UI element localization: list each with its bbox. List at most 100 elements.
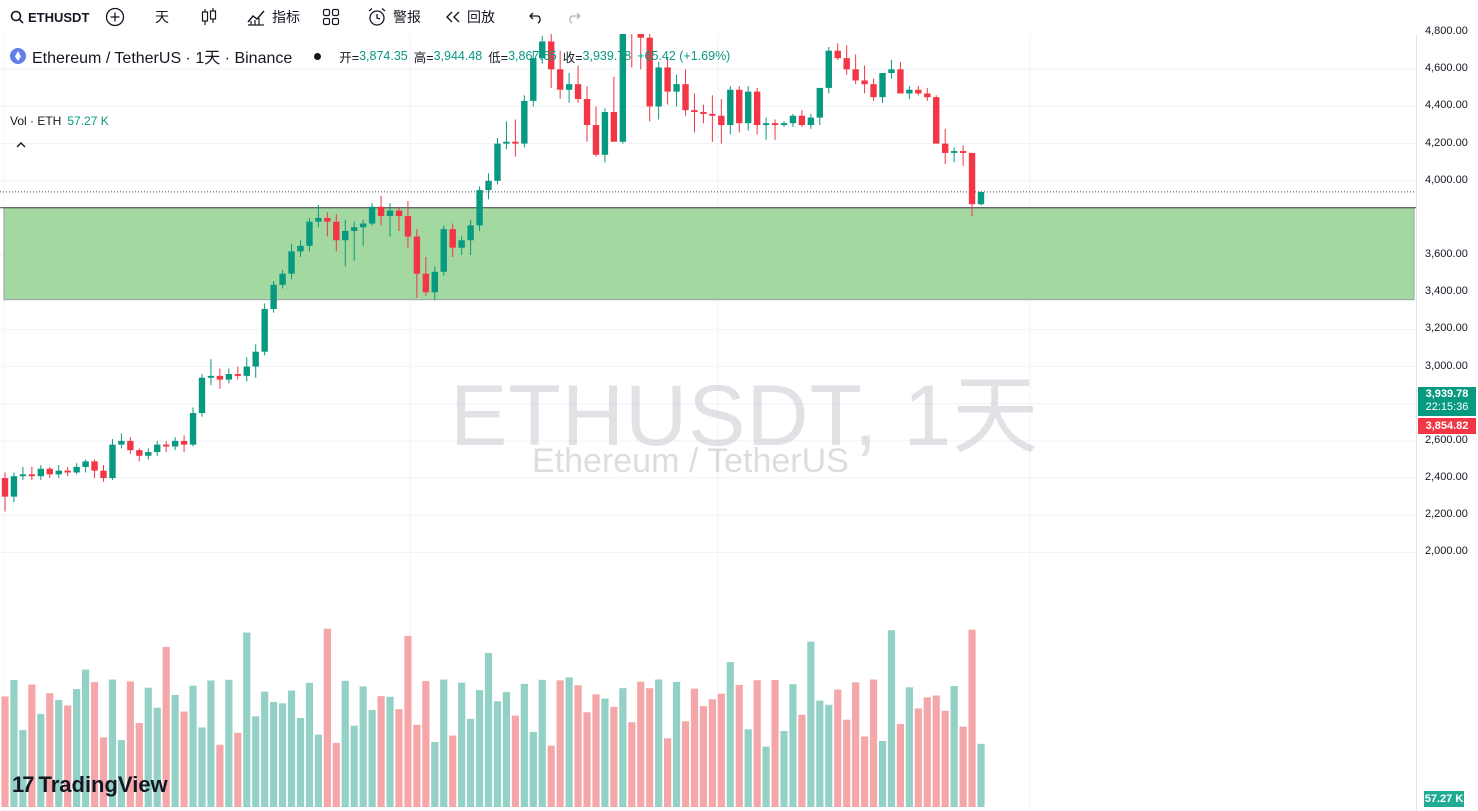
volume-bar	[655, 679, 663, 807]
candle-body	[476, 190, 483, 226]
price-axis[interactable]: 5,800.005,600.005,400.005,200.005,000.00…	[1416, 25, 1478, 811]
interval-label: 天	[155, 9, 169, 25]
candle-body	[154, 444, 161, 453]
candle-body	[10, 476, 18, 497]
volume-bar	[538, 679, 546, 807]
layout-icon	[322, 8, 340, 26]
price-tick-label: 2,200.00	[1425, 508, 1468, 521]
alarm-icon	[367, 7, 387, 27]
volume-bar	[923, 697, 931, 807]
volume-bar	[950, 686, 958, 807]
candle-body	[171, 440, 179, 447]
candle-body	[342, 230, 349, 241]
volume-bar	[941, 710, 949, 807]
candle-body	[655, 67, 662, 107]
name-watermark: Ethereum / TetherUS	[532, 442, 849, 480]
candle-body	[637, 34, 644, 38]
volume-bar	[234, 732, 242, 807]
chart-type-button[interactable]	[200, 6, 218, 28]
candle-body	[100, 470, 107, 479]
price-tick-label: 4,800.00	[1425, 25, 1468, 38]
candle-body	[252, 351, 259, 367]
candle-body	[109, 444, 116, 479]
candle-body	[333, 221, 340, 241]
candle-body	[539, 41, 546, 59]
candle-body	[807, 117, 815, 126]
candle-body	[933, 97, 940, 144]
candle-body	[870, 84, 877, 98]
candle-body	[458, 240, 465, 248]
volume-bar	[198, 727, 206, 807]
series-title[interactable]: Ethereum / TetherUS · 1天 · Binance	[32, 50, 293, 67]
volume-bar	[64, 705, 72, 807]
undo-button[interactable]	[528, 6, 544, 28]
collapse-legend-button[interactable]	[14, 137, 30, 153]
price-tick-label: 4,000.00	[1425, 173, 1468, 186]
support-zone-rectangle	[3, 207, 1415, 301]
candle-body	[924, 93, 931, 98]
volume-bar	[37, 713, 45, 807]
volume-bar	[556, 680, 564, 807]
volume-bar	[664, 738, 672, 807]
volume-label[interactable]: Vol · ETH	[10, 114, 62, 128]
volume-bar	[162, 646, 170, 807]
candle-body	[19, 474, 27, 477]
replay-label: 回放	[467, 9, 495, 25]
volume-bar	[592, 694, 600, 807]
low-label: 低=	[488, 50, 509, 65]
volume-bar	[458, 682, 466, 807]
volume-bar	[46, 693, 54, 807]
candle-body	[744, 91, 752, 124]
alert-button[interactable]: 警报	[367, 6, 421, 28]
candle-body	[234, 374, 242, 376]
tradingview-logo[interactable]: 17 TradingView	[12, 772, 168, 798]
add-symbol-button[interactable]	[105, 6, 125, 28]
volume-bar	[28, 684, 36, 807]
price-tick-label: 4,200.00	[1425, 136, 1468, 149]
candle-body	[861, 80, 868, 85]
change-value: +65.42 (+1.69%)	[637, 49, 731, 63]
candle-body	[91, 461, 98, 471]
main-series-legend: Ethereum / TetherUS · 1天 · Binance 开= 3,8…	[10, 44, 736, 68]
volume-bar	[314, 734, 322, 807]
volume-bar	[843, 719, 851, 807]
candle-body	[574, 84, 582, 100]
volume-bar	[511, 715, 519, 807]
volume-bar	[475, 690, 484, 807]
candle-body	[440, 229, 447, 272]
volume-bar	[440, 679, 448, 807]
indicators-button[interactable]: 指标	[246, 6, 300, 28]
candle-body	[351, 227, 358, 231]
candle-body	[28, 474, 36, 477]
countdown-value: 22:15:36	[1425, 401, 1469, 413]
chevron-up-icon	[14, 137, 28, 154]
volume-bar	[520, 683, 528, 807]
volume-bar	[368, 709, 376, 807]
candle-body	[619, 34, 627, 142]
chart-pane[interactable]	[0, 34, 1416, 811]
candle-body	[646, 37, 653, 107]
volume-bar	[878, 741, 887, 807]
indicators-label: 指标	[272, 9, 300, 25]
candle-body	[404, 216, 412, 237]
line-price-label: 3,854.82	[1418, 418, 1476, 434]
volume-bar	[386, 696, 394, 807]
volume-bar	[619, 688, 627, 807]
candle-body	[207, 375, 215, 378]
volume-bar	[699, 706, 708, 807]
alert-label: 警报	[393, 9, 421, 25]
candle-body	[673, 84, 680, 92]
replay-button[interactable]: 回放	[445, 6, 495, 28]
redo-button[interactable]	[566, 6, 582, 28]
market-status-dot-icon[interactable]	[314, 52, 322, 60]
volume-bar	[117, 740, 126, 807]
volume-bar	[726, 662, 734, 807]
layout-button[interactable]	[322, 6, 340, 28]
candle-body	[959, 151, 967, 153]
candle-body	[610, 112, 618, 142]
candle-body	[37, 468, 45, 477]
symbol-search-button[interactable]: ETHUSDT	[10, 6, 89, 28]
volume-bar	[305, 682, 314, 807]
volume-bar	[252, 716, 260, 807]
interval-button[interactable]: 天	[155, 6, 169, 28]
